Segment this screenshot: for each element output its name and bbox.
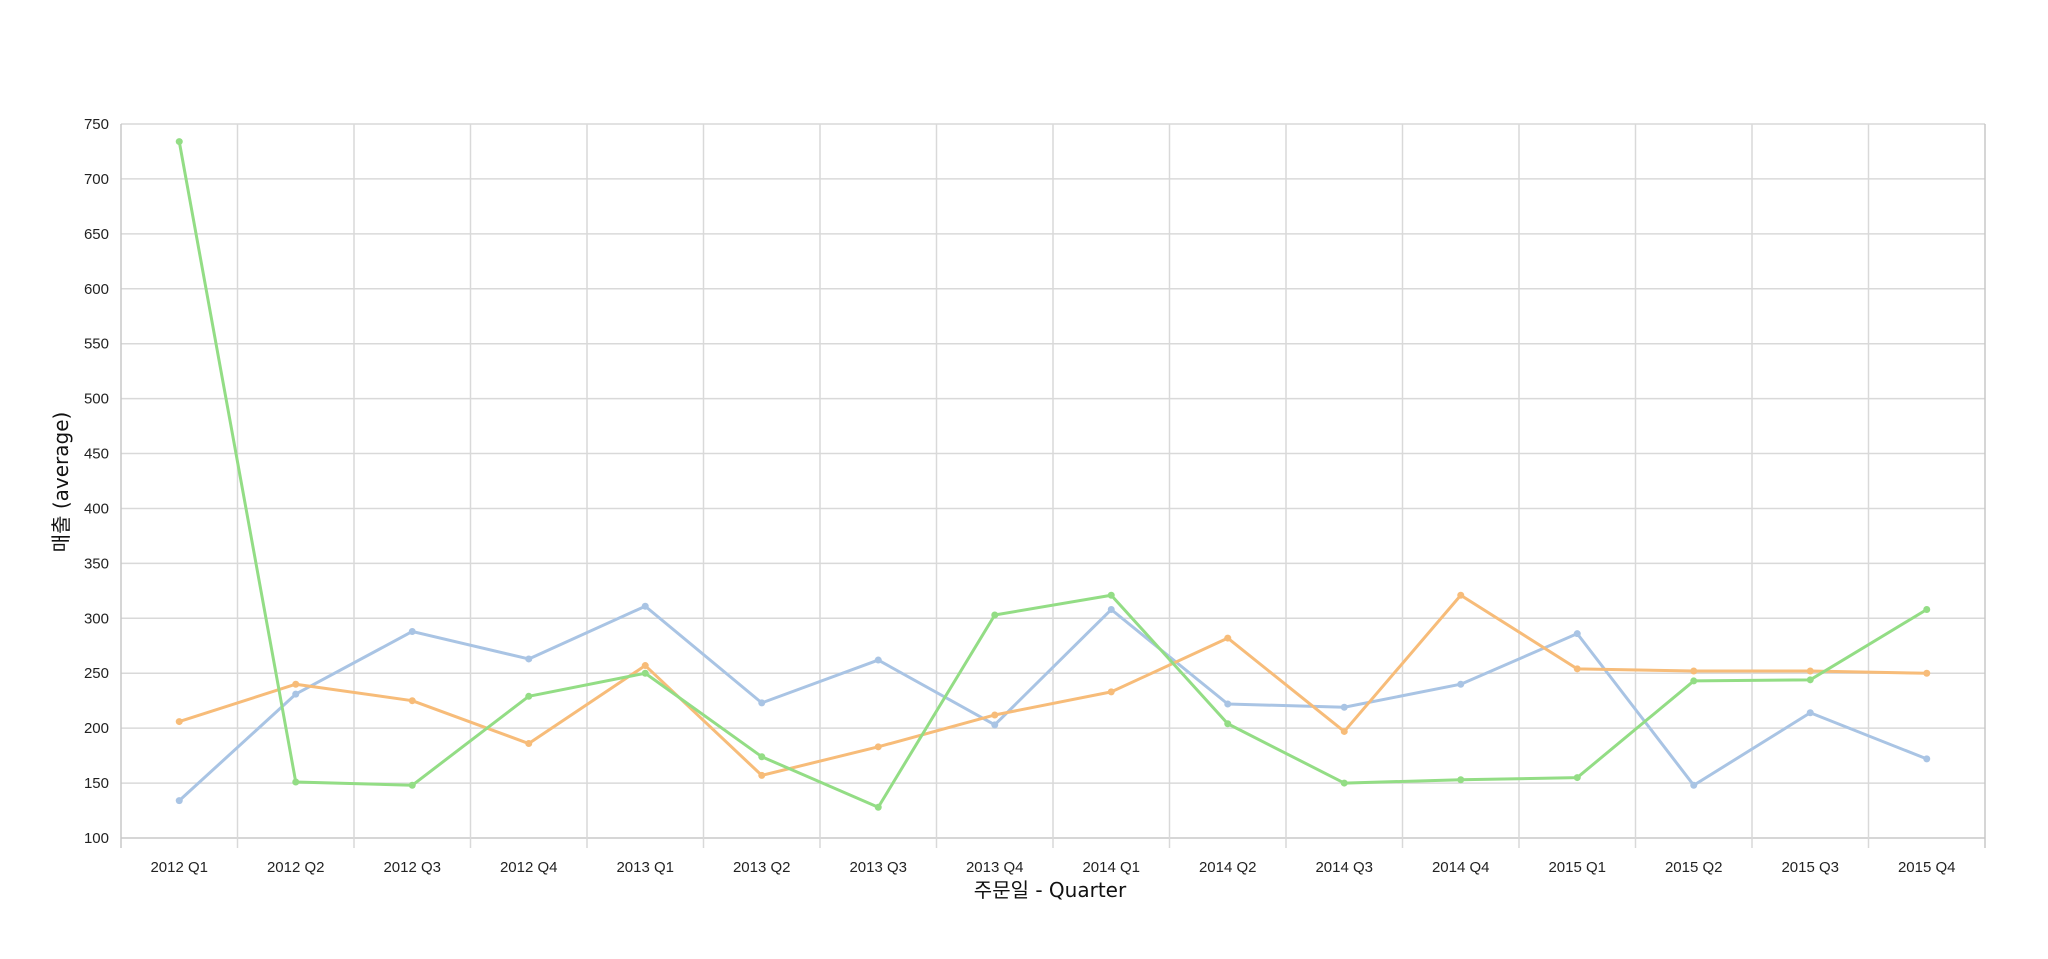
data-point[interactable] [408, 627, 416, 635]
data-point[interactable] [1107, 606, 1115, 614]
data-point[interactable] [874, 656, 882, 664]
y-tick-label: 650 [84, 226, 109, 243]
data-point[interactable] [1457, 680, 1465, 688]
data-point[interactable] [1690, 677, 1698, 685]
data-point[interactable] [292, 680, 300, 688]
x-tick-label: 2012 Q1 [150, 859, 208, 876]
y-tick-label: 450 [84, 446, 109, 463]
x-tick-label: 2014 Q4 [1432, 859, 1490, 876]
x-tick-label: 2013 Q4 [966, 859, 1024, 876]
x-tick-label: 2012 Q2 [267, 859, 325, 876]
x-tick-label: 2015 Q2 [1665, 859, 1723, 876]
data-point[interactable] [991, 711, 999, 719]
y-tick-label: 350 [84, 555, 109, 572]
x-tick-label: 2015 Q4 [1898, 859, 1956, 876]
y-tick-label: 700 [84, 171, 109, 188]
y-tick-label: 400 [84, 500, 109, 517]
y-tick-label: 600 [84, 281, 109, 298]
data-point[interactable] [408, 697, 416, 705]
y-axis-ticks: 100 150 200 250 300 350 400 450 500 550 600 650 700 7… [84, 116, 109, 847]
data-point[interactable] [175, 138, 183, 146]
data-point[interactable] [1573, 630, 1581, 638]
data-point[interactable] [1923, 755, 1931, 763]
data-point[interactable] [1806, 676, 1814, 684]
data-point[interactable] [175, 718, 183, 726]
data-point[interactable] [408, 781, 416, 789]
data-point[interactable] [991, 721, 999, 729]
y-tick-label: 550 [84, 336, 109, 353]
data-point[interactable] [991, 611, 999, 619]
data-point[interactable] [1457, 591, 1465, 599]
data-point[interactable] [1806, 709, 1814, 717]
data-point[interactable] [1690, 781, 1698, 789]
y-tick-label: 150 [84, 775, 109, 792]
y-tick-label: 750 [84, 116, 109, 133]
data-point[interactable] [1107, 591, 1115, 599]
series-0 [175, 602, 1931, 805]
series-line [177, 604, 1929, 803]
x-tick-label: 2015 Q3 [1781, 859, 1839, 876]
data-point[interactable] [1573, 774, 1581, 782]
data-point[interactable] [641, 602, 649, 610]
data-point[interactable] [874, 803, 882, 811]
x-tick-label: 2015 Q1 [1548, 859, 1606, 876]
data-point[interactable] [525, 740, 533, 748]
data-point[interactable] [1806, 667, 1814, 675]
data-point[interactable] [1340, 727, 1348, 735]
x-axis-ticks: 2012 Q1 2012 Q2 2012 Q3 2012 Q4 2013 Q1 2013 … [150, 859, 1955, 876]
data-point[interactable] [1224, 700, 1232, 708]
data-point[interactable] [1923, 669, 1931, 677]
data-point[interactable] [292, 690, 300, 698]
y-tick-label: 100 [84, 830, 109, 847]
x-tick-label: 2013 Q2 [733, 859, 791, 876]
x-tick-label: 2014 Q3 [1315, 859, 1373, 876]
y-tick-label: 250 [84, 665, 109, 682]
data-point[interactable] [1457, 776, 1465, 784]
data-point[interactable] [1107, 688, 1115, 696]
data-point[interactable] [1224, 634, 1232, 642]
data-point[interactable] [525, 655, 533, 663]
data-point[interactable] [1340, 703, 1348, 711]
data-point[interactable] [1340, 779, 1348, 787]
data-point[interactable] [1224, 720, 1232, 728]
data-point[interactable] [1690, 667, 1698, 675]
data-point[interactable] [1573, 665, 1581, 673]
series-1 [175, 591, 1931, 779]
series-layer [175, 138, 1931, 811]
y-axis-title: 매출 (average) [49, 412, 73, 553]
data-point[interactable] [641, 669, 649, 677]
series-line [177, 140, 1929, 809]
y-tick-label: 300 [84, 610, 109, 627]
x-tick-label: 2013 Q3 [849, 859, 907, 876]
grid [120, 123, 1986, 848]
x-tick-label: 2012 Q3 [383, 859, 441, 876]
x-tick-label: 2012 Q4 [500, 859, 558, 876]
data-point[interactable] [641, 662, 649, 670]
x-tick-label: 2014 Q2 [1199, 859, 1257, 876]
data-point[interactable] [758, 771, 766, 779]
y-tick-label: 500 [84, 391, 109, 408]
data-point[interactable] [1923, 606, 1931, 614]
series-2 [175, 138, 1931, 811]
data-point[interactable] [292, 778, 300, 786]
data-point[interactable] [758, 699, 766, 707]
data-point[interactable] [758, 753, 766, 761]
series-line [177, 593, 1929, 777]
y-tick-label: 200 [84, 720, 109, 737]
x-tick-label: 2014 Q1 [1082, 859, 1140, 876]
x-tick-label: 2013 Q1 [616, 859, 674, 876]
data-point[interactable] [175, 797, 183, 805]
data-point[interactable] [525, 692, 533, 700]
data-point[interactable] [874, 743, 882, 751]
x-axis-title: 주문일 - Quarter [974, 878, 1127, 902]
